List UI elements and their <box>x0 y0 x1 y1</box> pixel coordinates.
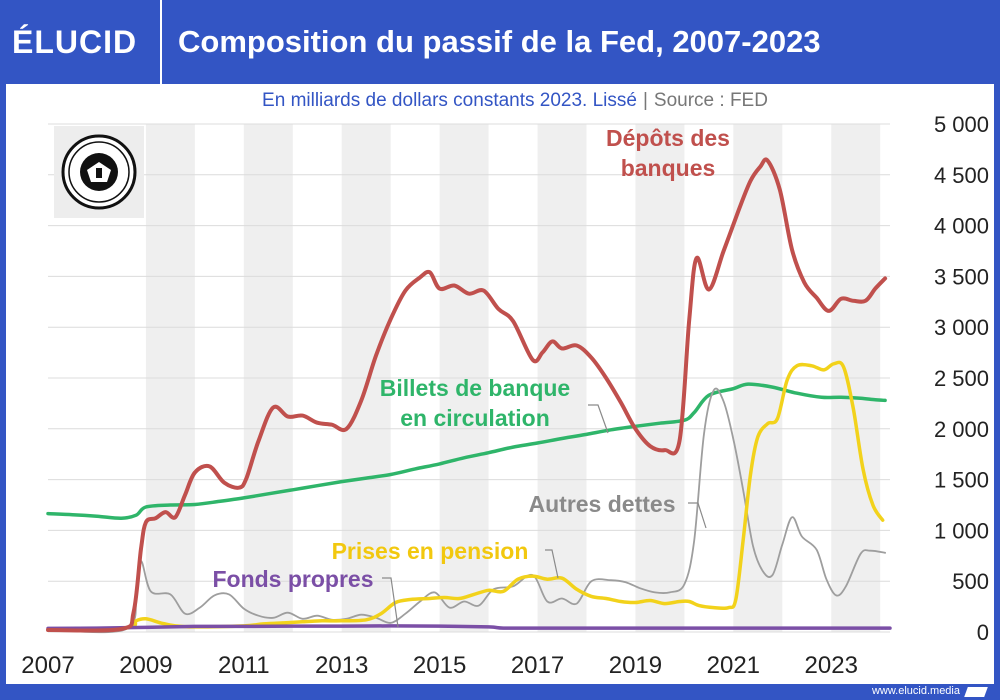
y-tick-label: 3 500 <box>934 264 989 289</box>
x-tick-label: 2007 <box>21 652 74 679</box>
series-label-billets: en circulation <box>400 405 550 431</box>
x-tick-label: 2015 <box>413 652 466 679</box>
series-line-billets <box>46 382 887 520</box>
series-label-autres: Autres dettes <box>529 491 676 517</box>
header: ÉLUCID Composition du passif de la Fed, … <box>0 0 1000 84</box>
series-line-prises <box>46 360 885 632</box>
series-line-depots <box>46 157 888 633</box>
federal-reserve-seal-icon <box>54 126 144 218</box>
subtitle-text: En milliards de dollars constants 2023. … <box>262 90 637 111</box>
y-tick-label: 4 500 <box>934 163 989 188</box>
y-tick-label: 5 000 <box>934 112 989 137</box>
page-title: Composition du passif de la Fed, 2007-20… <box>178 24 821 59</box>
series-label-fonds: Fonds propres <box>212 566 373 592</box>
series-label-depots: banques <box>621 155 716 181</box>
y-tick-label: 500 <box>952 569 989 594</box>
y-tick-label: 1 500 <box>934 468 989 493</box>
source-text: Source : FED <box>653 90 768 111</box>
x-tick-label: 2017 <box>511 652 564 679</box>
y-tick-label: 2 000 <box>934 417 989 442</box>
y-tick-label: 1 000 <box>934 518 989 543</box>
y-tick-label: 2 500 <box>934 366 989 391</box>
series-label-billets: Billets de banque <box>380 375 570 401</box>
x-tick-label: 2023 <box>805 652 858 679</box>
subtitle-separator: | <box>642 90 648 111</box>
y-tick-label: 4 000 <box>934 214 989 239</box>
brand-logo: ÉLUCID <box>12 24 138 60</box>
leader-line-billets <box>588 404 609 434</box>
leader-line-prises <box>545 549 559 579</box>
x-tick-label: 2019 <box>609 652 662 679</box>
x-tick-label: 2009 <box>119 652 172 679</box>
footer-flag-icon <box>964 687 988 697</box>
y-tick-label: 3 000 <box>934 315 989 340</box>
footer-url: www.elucid.media <box>871 685 960 697</box>
leader-line-autres <box>688 502 707 529</box>
x-tick-label: 2021 <box>707 652 760 679</box>
series-line-fonds <box>46 624 892 631</box>
header-divider <box>160 0 162 84</box>
x-tick-label: 2013 <box>315 652 368 679</box>
chart-subtitle: En milliards de dollars constants 2023. … <box>0 89 1000 113</box>
y-tick-label: 0 <box>977 620 989 645</box>
x-tick-label: 2011 <box>218 652 270 679</box>
series-label-prises: Prises en pension <box>332 538 529 564</box>
series-label-depots: Dépôts des <box>606 125 730 151</box>
leader-line-fonds <box>382 577 399 628</box>
